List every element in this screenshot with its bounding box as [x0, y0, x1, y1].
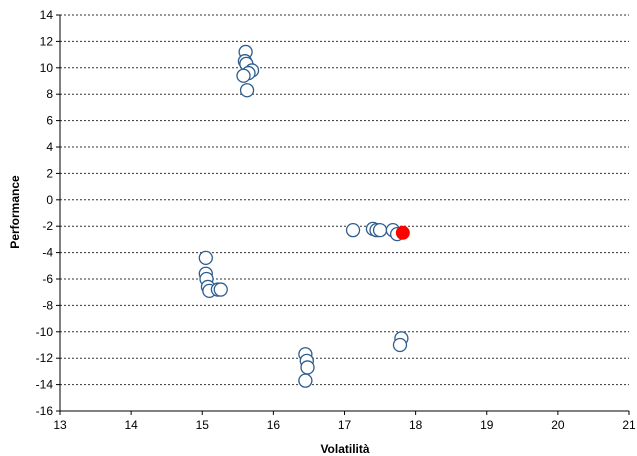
x-tick-label: 18 [409, 418, 423, 432]
y-tick-label: 14 [40, 8, 54, 22]
x-tick-label: 15 [196, 418, 210, 432]
y-tick-label: -2 [42, 219, 53, 233]
y-tick-label: 6 [46, 114, 53, 128]
x-tick-label: 16 [267, 418, 281, 432]
y-tick-label: -6 [42, 272, 53, 286]
data-point[interactable] [392, 337, 408, 353]
y-tick-label: -16 [36, 404, 54, 418]
x-tick-label: 13 [53, 418, 67, 432]
y-tick-label: 10 [40, 61, 54, 75]
y-axis-title: Performance [8, 175, 22, 249]
x-axis-title: Volatilità [320, 442, 369, 456]
highlighted-data-point[interactable] [395, 225, 410, 240]
data-point[interactable] [239, 83, 255, 98]
axes: -16 -14 -12 -10 -8 -6 -4 -2 0 2 4 6 8 10 12 14 13 14 15 16 1… [36, 8, 636, 432]
data-point[interactable] [236, 68, 251, 83]
data-point[interactable] [372, 223, 388, 238]
x-tick-label: 21 [622, 418, 636, 432]
x-tick-label: 17 [338, 418, 352, 432]
data-point[interactable] [198, 250, 213, 266]
grid-lines [60, 14, 629, 386]
x-tick-label: 20 [551, 418, 565, 432]
y-tick-label: 2 [46, 166, 53, 180]
y-tick-label: 4 [46, 140, 53, 154]
x-tick-label: 14 [124, 418, 138, 432]
y-tick-label: -4 [42, 246, 53, 260]
data-point[interactable] [300, 360, 315, 375]
y-tick-label: 8 [46, 87, 53, 101]
y-tick-label: -14 [36, 378, 54, 392]
y-tick-label: -12 [36, 351, 54, 365]
data-point[interactable] [345, 223, 361, 238]
x-tick-label: 19 [480, 418, 494, 432]
y-tick-label: -10 [36, 325, 54, 339]
y-tick-label: -8 [42, 298, 53, 312]
data-points [198, 44, 410, 388]
y-tick-label: 0 [46, 193, 53, 207]
data-point[interactable] [213, 282, 228, 297]
y-tick-label: 12 [40, 34, 54, 48]
data-point[interactable] [298, 373, 313, 388]
